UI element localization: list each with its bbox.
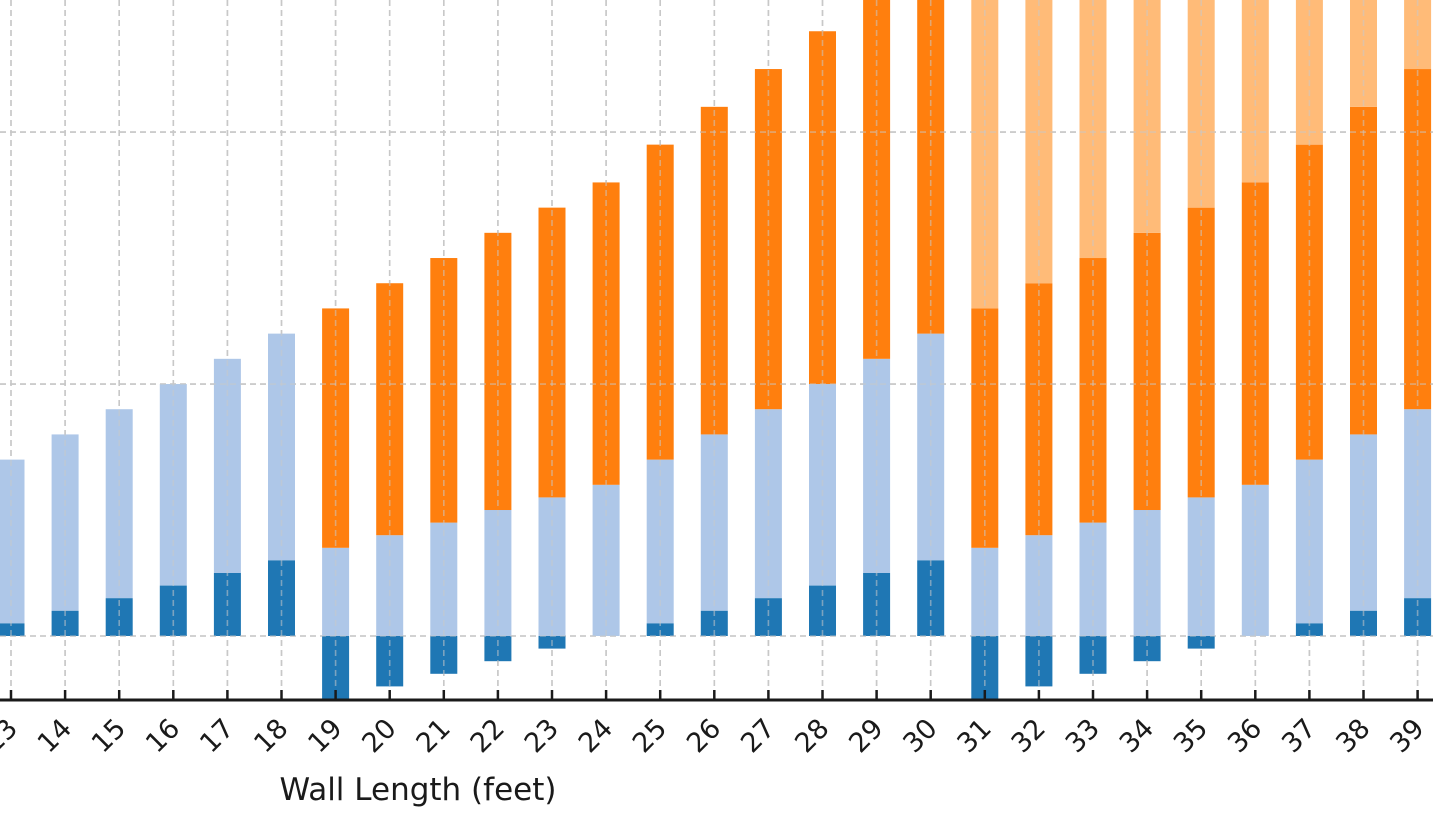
bar-layer bbox=[0, 0, 1433, 700]
bar-segment-light-orange bbox=[1079, 0, 1107, 259]
x-tick-label: 21 bbox=[411, 713, 457, 759]
x-tick-label: 33 bbox=[1060, 713, 1106, 759]
x-tick-label: 28 bbox=[789, 713, 835, 759]
bar-segment-dark-blue bbox=[322, 635, 350, 699]
x-tick-label: 14 bbox=[32, 713, 78, 759]
bar-segment-light-blue bbox=[1079, 522, 1107, 636]
x-tick-label: 22 bbox=[465, 713, 511, 759]
bar-segment-dark-blue bbox=[1295, 623, 1323, 636]
bar-segment-orange bbox=[863, 0, 891, 359]
x-tick-label: 27 bbox=[735, 713, 781, 759]
x-tick-label: 18 bbox=[248, 713, 294, 759]
x-tick-label: 13 bbox=[0, 713, 24, 759]
bar-segment-dark-blue bbox=[1133, 635, 1161, 662]
x-tick-label: 25 bbox=[627, 713, 673, 759]
x-tick-label: 39 bbox=[1384, 713, 1430, 759]
x-axis-title: Wall Length (feet) bbox=[280, 772, 557, 808]
x-tick-label: 24 bbox=[573, 713, 619, 759]
x-tick-label: 31 bbox=[952, 713, 998, 759]
x-tick-label: 34 bbox=[1114, 713, 1160, 759]
x-tick-label: 15 bbox=[86, 713, 132, 759]
bar-segment-orange bbox=[971, 308, 999, 548]
x-tick-label: 16 bbox=[140, 713, 186, 759]
bar-segment-light-blue bbox=[917, 333, 945, 561]
bar-segment-dark-blue bbox=[484, 635, 512, 662]
x-tick-label: 23 bbox=[519, 713, 565, 759]
x-tick-label: 30 bbox=[897, 713, 943, 759]
x-tick-label: 20 bbox=[356, 713, 402, 759]
bar-segment-light-blue bbox=[430, 522, 458, 636]
bar-segment-orange bbox=[322, 308, 350, 548]
bar-segment-dark-blue bbox=[0, 623, 25, 636]
bar-segment-light-blue bbox=[268, 333, 295, 561]
bar-segment-light-blue bbox=[0, 459, 25, 624]
x-tick-label: 35 bbox=[1168, 713, 1214, 759]
x-tick-label: 17 bbox=[194, 713, 240, 759]
x-tick-label: 29 bbox=[843, 713, 889, 759]
x-tick-label: 26 bbox=[681, 713, 727, 759]
x-tick-label: 19 bbox=[302, 713, 348, 759]
bar-segment-dark-blue bbox=[971, 635, 999, 699]
bar-segment-dark-blue bbox=[646, 623, 674, 636]
x-tick-label: 37 bbox=[1276, 713, 1322, 759]
x-tick-label: 38 bbox=[1330, 713, 1376, 759]
x-tick-label: 32 bbox=[1006, 713, 1052, 759]
x-tick-label: 36 bbox=[1222, 713, 1268, 759]
